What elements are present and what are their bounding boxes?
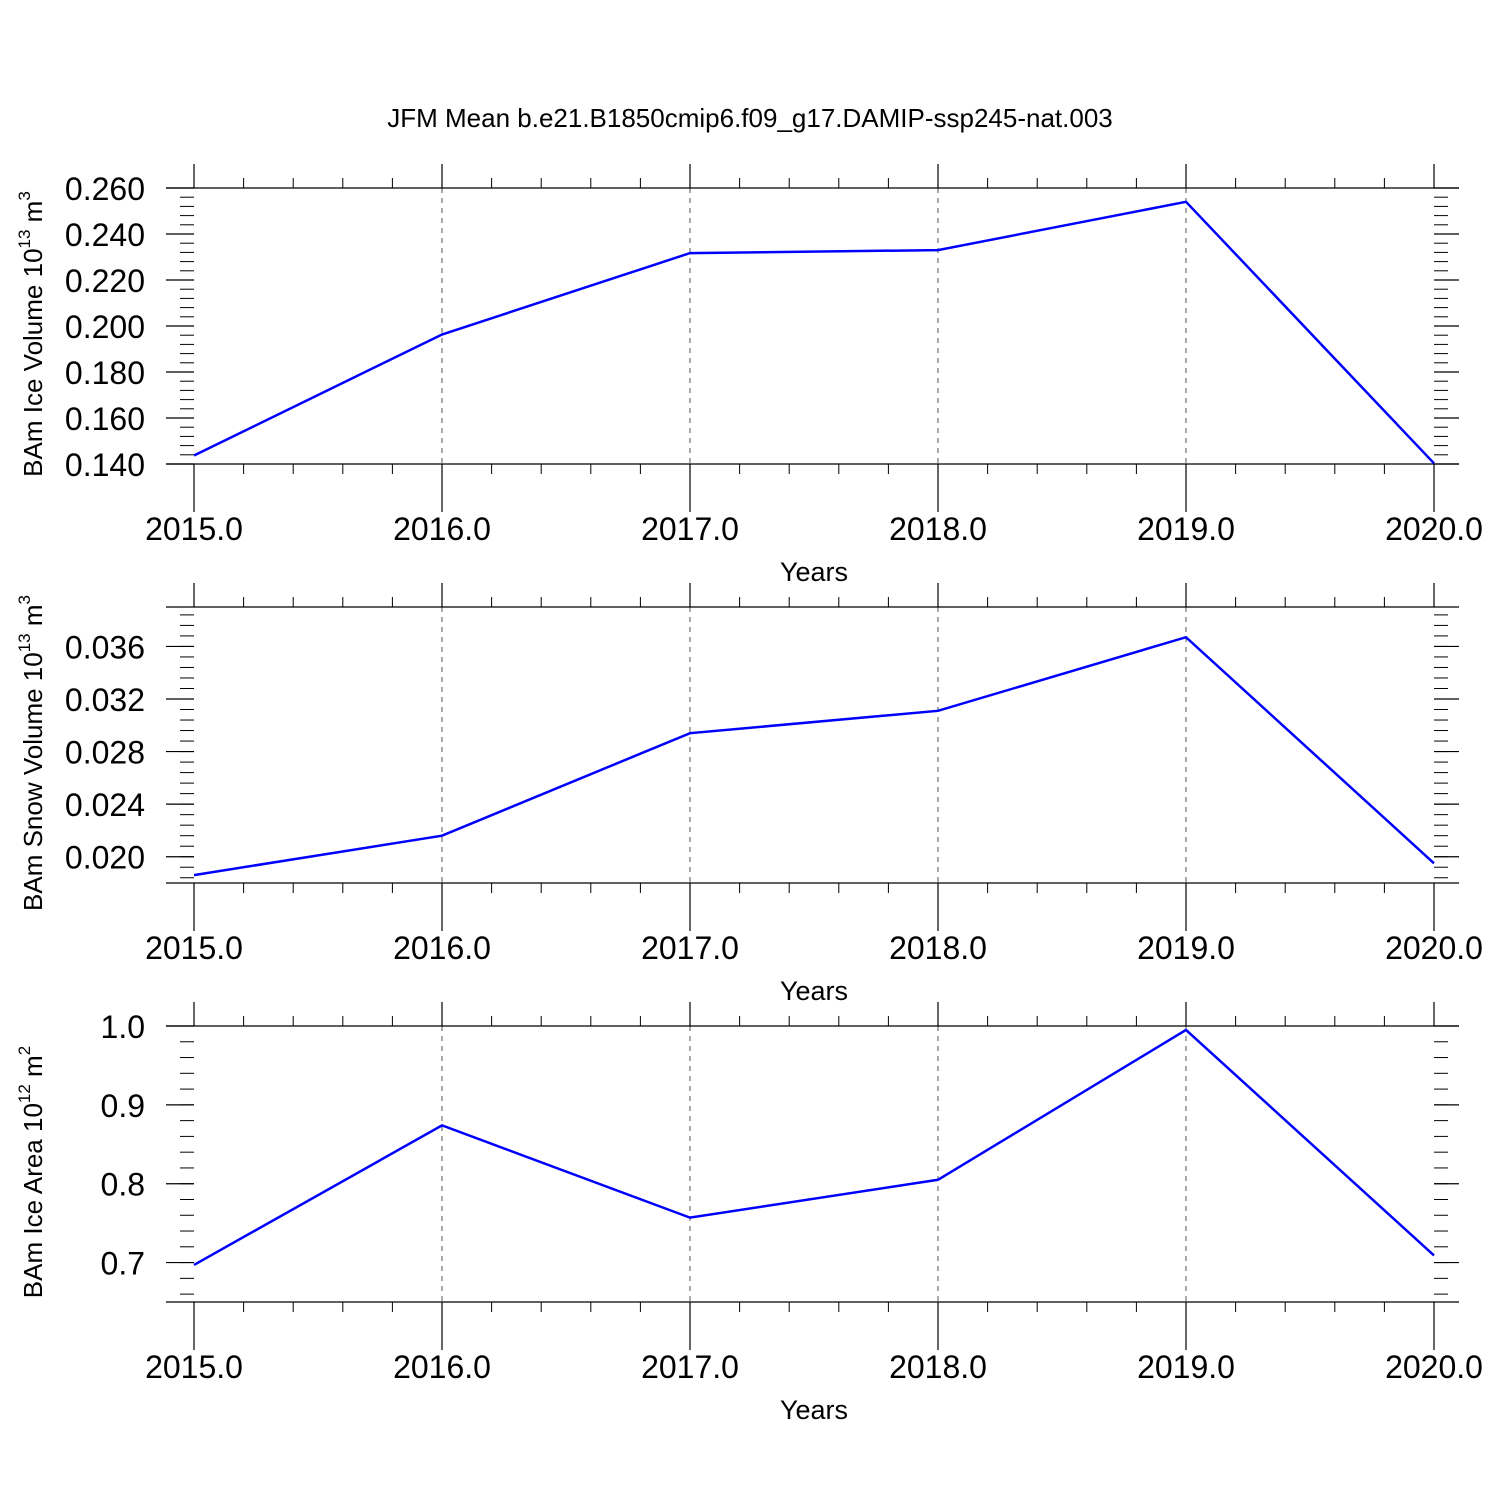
y-tick-label: 0.200 — [65, 309, 145, 345]
x-tick-label: 2018.0 — [889, 930, 987, 966]
x-axis-label: Years — [780, 976, 848, 1006]
x-tick-label: 2017.0 — [641, 930, 739, 966]
y-tick-label: 0.032 — [65, 682, 145, 718]
y-tick-label: 0.7 — [101, 1246, 145, 1282]
series-line — [193, 200, 1435, 465]
panel-2: 0.020 0.024 0.028 0.032 0.036 2015.0 2016.0 201… — [15, 583, 1483, 1006]
x-tick-label: 2020.0 — [1385, 1349, 1483, 1385]
x-axis-label: Years — [780, 557, 848, 587]
y-tick-label: 0.036 — [65, 629, 145, 665]
x-tick-label: 2020.0 — [1385, 511, 1483, 547]
x-tick-label: 2019.0 — [1137, 1349, 1235, 1385]
x-tick-label: 2017.0 — [641, 1349, 739, 1385]
x-tick-label: 2015.0 — [145, 1349, 243, 1385]
y-axis-label: BAm Ice Volume 1013 m3 — [15, 191, 48, 477]
series-line — [193, 635, 1435, 877]
panel-3: 0.7 0.8 0.9 1.0 2015.0 2016.0 2017.0 2018.0 2019… — [15, 1002, 1483, 1425]
y-tick-label: 0.020 — [65, 840, 145, 876]
y-tick-label: 0.024 — [65, 787, 145, 823]
x-tick-label: 2019.0 — [1137, 930, 1235, 966]
x-tick-label: 2019.0 — [1137, 511, 1235, 547]
x-tick-label: 2017.0 — [641, 511, 739, 547]
y-tick-label: 0.260 — [65, 171, 145, 207]
y-tick-label: 1.0 — [101, 1009, 145, 1045]
y-tick-label: 0.240 — [65, 217, 145, 253]
x-tick-label: 2018.0 — [889, 511, 987, 547]
x-tick-label: 2018.0 — [889, 1349, 987, 1385]
x-tick-label: 2016.0 — [393, 930, 491, 966]
y-tick-label: 0.9 — [101, 1088, 145, 1124]
y-tick-label: 0.180 — [65, 355, 145, 391]
y-axis-label: BAm Ice Area 1012 m2 — [15, 1046, 48, 1298]
y-tick-label: 0.160 — [65, 401, 145, 437]
x-tick-label: 2016.0 — [393, 1349, 491, 1385]
x-tick-label: 2016.0 — [393, 511, 491, 547]
x-tick-label: 2020.0 — [1385, 930, 1483, 966]
x-tick-label: 2015.0 — [145, 930, 243, 966]
y-tick-label: 0.8 — [101, 1167, 145, 1203]
series-line — [193, 1028, 1435, 1267]
y-tick-label: 0.140 — [65, 447, 145, 483]
x-axis-label: Years — [780, 1395, 848, 1425]
y-axis-label: BAm Snow Volume 1013 m3 — [15, 595, 48, 911]
chart-title: JFM Mean b.e21.B1850cmip6.f09_g17.DAMIP-… — [387, 103, 1113, 133]
y-tick-label: 0.028 — [65, 735, 145, 771]
x-tick-label: 2015.0 — [145, 511, 243, 547]
y-tick-label: 0.220 — [65, 263, 145, 299]
panel-1: 0.140 0.160 0.180 0.200 0.220 0.240 0.260 2015.… — [15, 164, 1483, 587]
